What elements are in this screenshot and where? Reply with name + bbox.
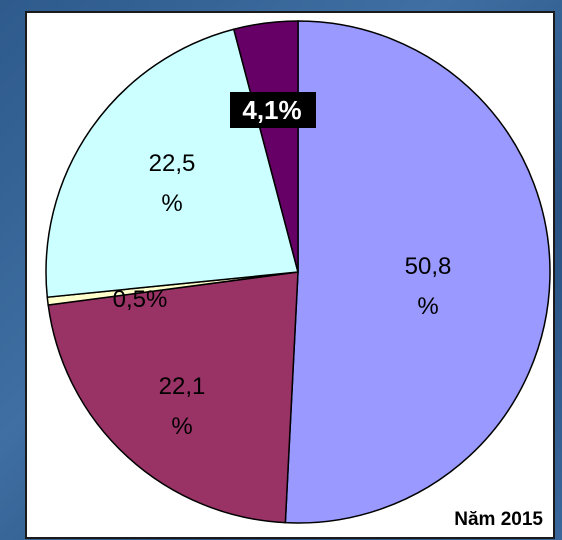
data-label: 22,1% [159, 373, 206, 440]
chart-title: Năm 2015 [454, 509, 543, 530]
data-label-line: 0,5% [113, 286, 168, 313]
data-label-line: % [161, 190, 182, 217]
data-label: 22,5% [149, 150, 196, 217]
pie: 50,8 %22,1 %0,5%22,5 %4,1% [45, 20, 551, 524]
data-label-line: % [417, 293, 438, 320]
data-label: 0,5% [113, 286, 168, 313]
data-label-line: 22,1 [159, 373, 206, 400]
pie-slice [232, 20, 299, 273]
data-label: 4,1% [242, 95, 301, 125]
pie-slice [47, 271, 299, 524]
data-label-line: 50,8 [405, 253, 452, 280]
data-label-line: 4,1% [242, 95, 301, 125]
pie-slice [284, 20, 551, 524]
data-label: 50,8% [405, 253, 452, 320]
data-label-line: % [171, 413, 192, 440]
data-label-line: 22,5 [149, 150, 196, 177]
label-background [230, 92, 316, 128]
